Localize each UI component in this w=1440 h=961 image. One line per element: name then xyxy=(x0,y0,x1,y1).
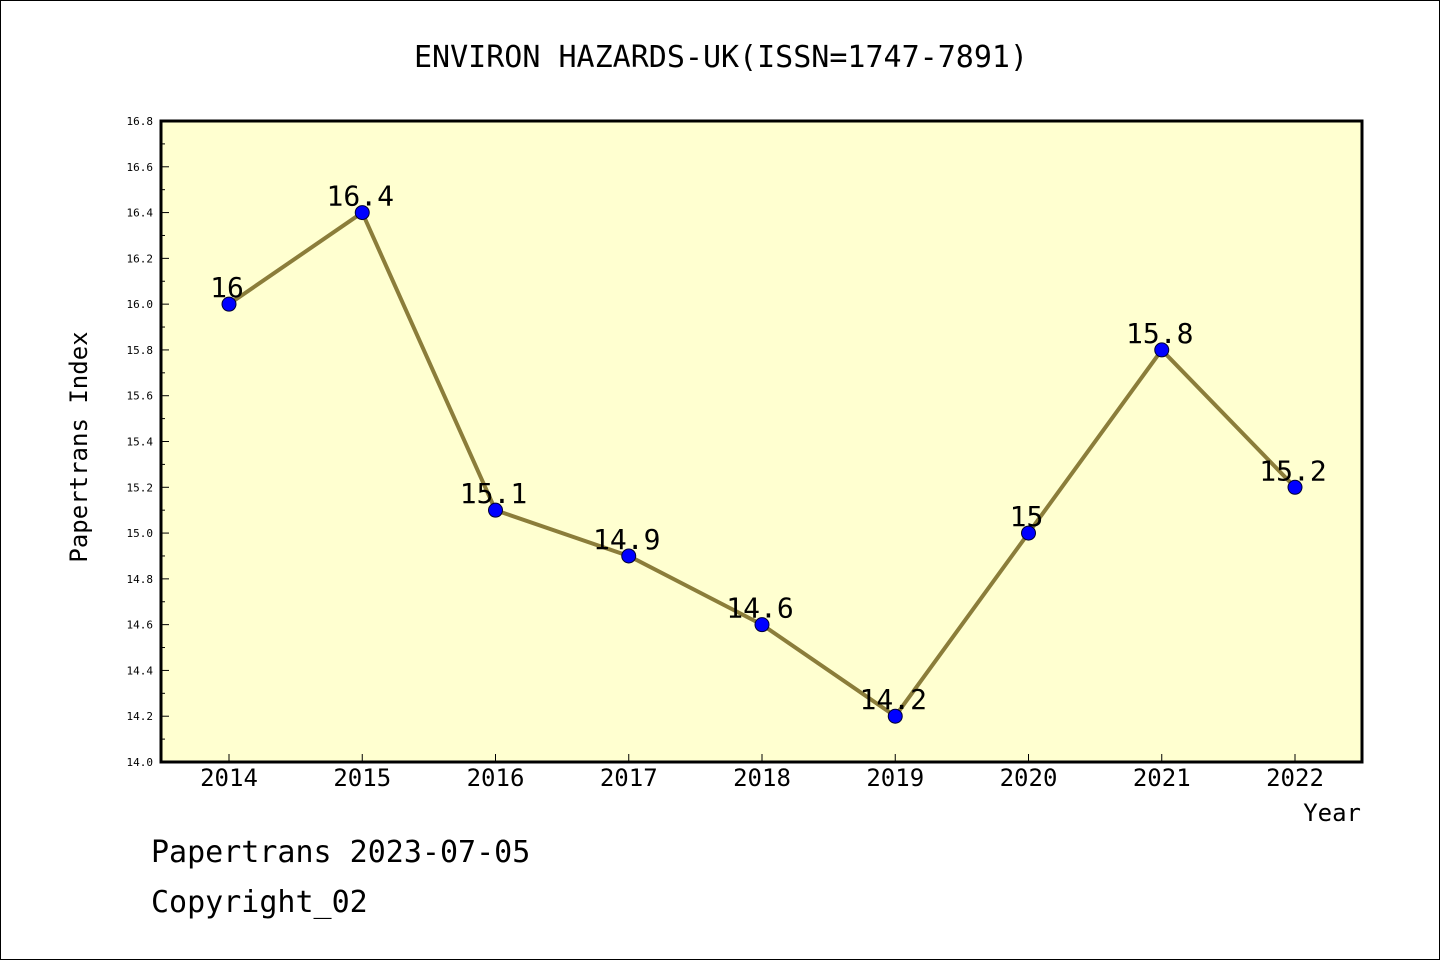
x-tick-label: 2020 xyxy=(1000,764,1058,792)
y-axis: 14.0 14.2 14.4 14.6 14.8 15.0 15.2 15.4 15.6 15.8… xyxy=(127,115,169,769)
data-label: 14.6 xyxy=(726,592,793,625)
y-tick-label: 15.6 xyxy=(127,390,154,403)
data-point xyxy=(221,296,237,312)
y-tick-label: 14.0 xyxy=(127,756,154,769)
data-label: 16.4 xyxy=(327,180,394,213)
y-tick-label: 16.4 xyxy=(127,207,154,220)
y-tick-label: 14.2 xyxy=(127,710,154,723)
y-tick-label: 16.6 xyxy=(127,161,154,174)
data-labels: 16 16.4 15.1 14.9 14.6 14.2 15 15.8 15.2 xyxy=(210,180,1327,717)
y-tick-label: 15.0 xyxy=(127,527,154,540)
x-tick-label: 2018 xyxy=(733,764,791,792)
x-tick-label: 2014 xyxy=(200,764,258,792)
y-tick-label: 15.2 xyxy=(127,481,154,494)
x-tick-label: 2019 xyxy=(866,764,924,792)
plot-area xyxy=(159,119,1364,764)
footer-copyright: Copyright_02 xyxy=(151,885,368,920)
data-label: 15 xyxy=(1010,500,1044,533)
x-axis: 2014 2015 2016 2017 2018 2019 2020 2021 2022 xyxy=(200,754,1324,792)
data-point xyxy=(1154,342,1170,358)
footer-date: Papertrans 2023-07-05 xyxy=(151,835,531,870)
y-tick-label: 16.0 xyxy=(127,298,154,311)
x-axis-label: Year xyxy=(1303,799,1361,827)
x-tick-label: 2015 xyxy=(333,764,391,792)
chart-title: ENVIRON HAZARDS-UK(ISSN=1747-7891) xyxy=(414,40,1028,75)
data-markers xyxy=(221,205,1303,724)
y-tick-label: 16.2 xyxy=(127,252,154,265)
data-point xyxy=(887,708,903,724)
y-tick-label: 15.8 xyxy=(127,344,154,357)
y-tick-label: 15.4 xyxy=(127,436,154,449)
x-tick-label: 2017 xyxy=(600,764,658,792)
data-label: 15.1 xyxy=(460,477,527,510)
data-label: 16 xyxy=(210,271,244,304)
data-point xyxy=(1021,525,1036,541)
y-tick-label: 16.8 xyxy=(127,115,154,128)
x-tick-label: 2016 xyxy=(467,764,525,792)
data-label: 14.2 xyxy=(860,683,927,716)
y-tick-label: 14.6 xyxy=(127,619,154,632)
data-point xyxy=(354,205,370,221)
x-tick-label: 2021 xyxy=(1133,764,1191,792)
data-point xyxy=(754,617,770,633)
data-label: 15.8 xyxy=(1126,317,1193,350)
y-tick-label: 14.4 xyxy=(127,664,154,677)
y-axis-label: Papertrans Index xyxy=(65,331,93,562)
data-point xyxy=(621,548,637,564)
y-tick-label: 14.8 xyxy=(127,573,154,586)
x-tick-label: 2022 xyxy=(1266,764,1324,792)
data-label: 15.2 xyxy=(1259,454,1326,487)
data-point xyxy=(1287,479,1303,495)
data-label: 14.9 xyxy=(593,523,660,556)
data-point xyxy=(488,502,503,518)
